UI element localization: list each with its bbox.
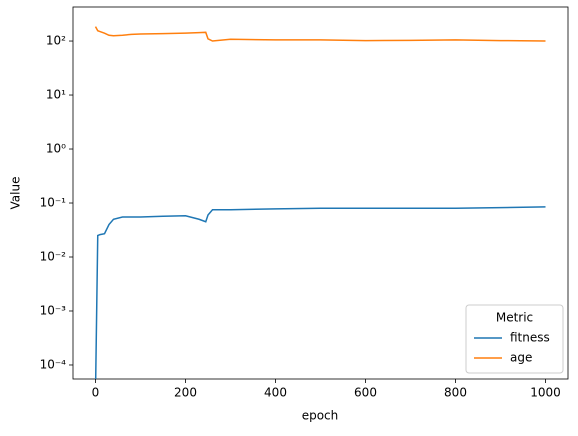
legend-box: [465, 304, 564, 374]
plot-frame: [72, 6, 569, 380]
x-tick-label: 800: [444, 386, 467, 400]
y-tick-label: 10¹: [46, 88, 66, 102]
legend-label: age: [510, 351, 532, 365]
y-tick-label: 10²: [46, 34, 66, 48]
y-tick-label: 10⁻²: [40, 250, 67, 264]
plot-lines: [94, 26, 546, 379]
x-axis-label: epoch: [302, 409, 339, 423]
legend-label: fitness: [510, 331, 550, 345]
series-line: [94, 26, 546, 42]
y-axis-label: Value: [9, 177, 23, 210]
series-line: [94, 206, 546, 379]
x-tick-label: 200: [174, 386, 197, 400]
y-tick-label: 10⁻⁴: [40, 357, 67, 371]
y-tick-label: 10⁻¹: [40, 196, 67, 210]
x-tick-label: 1000: [530, 386, 561, 400]
x-tick-label: 0: [92, 386, 100, 400]
x-tick-label: 600: [354, 386, 377, 400]
legend-title: Metric: [496, 311, 533, 325]
y-tick-label: 10⁰: [46, 142, 66, 156]
y-tick-label: 10⁻³: [40, 303, 67, 317]
x-tick-label: 400: [264, 386, 287, 400]
